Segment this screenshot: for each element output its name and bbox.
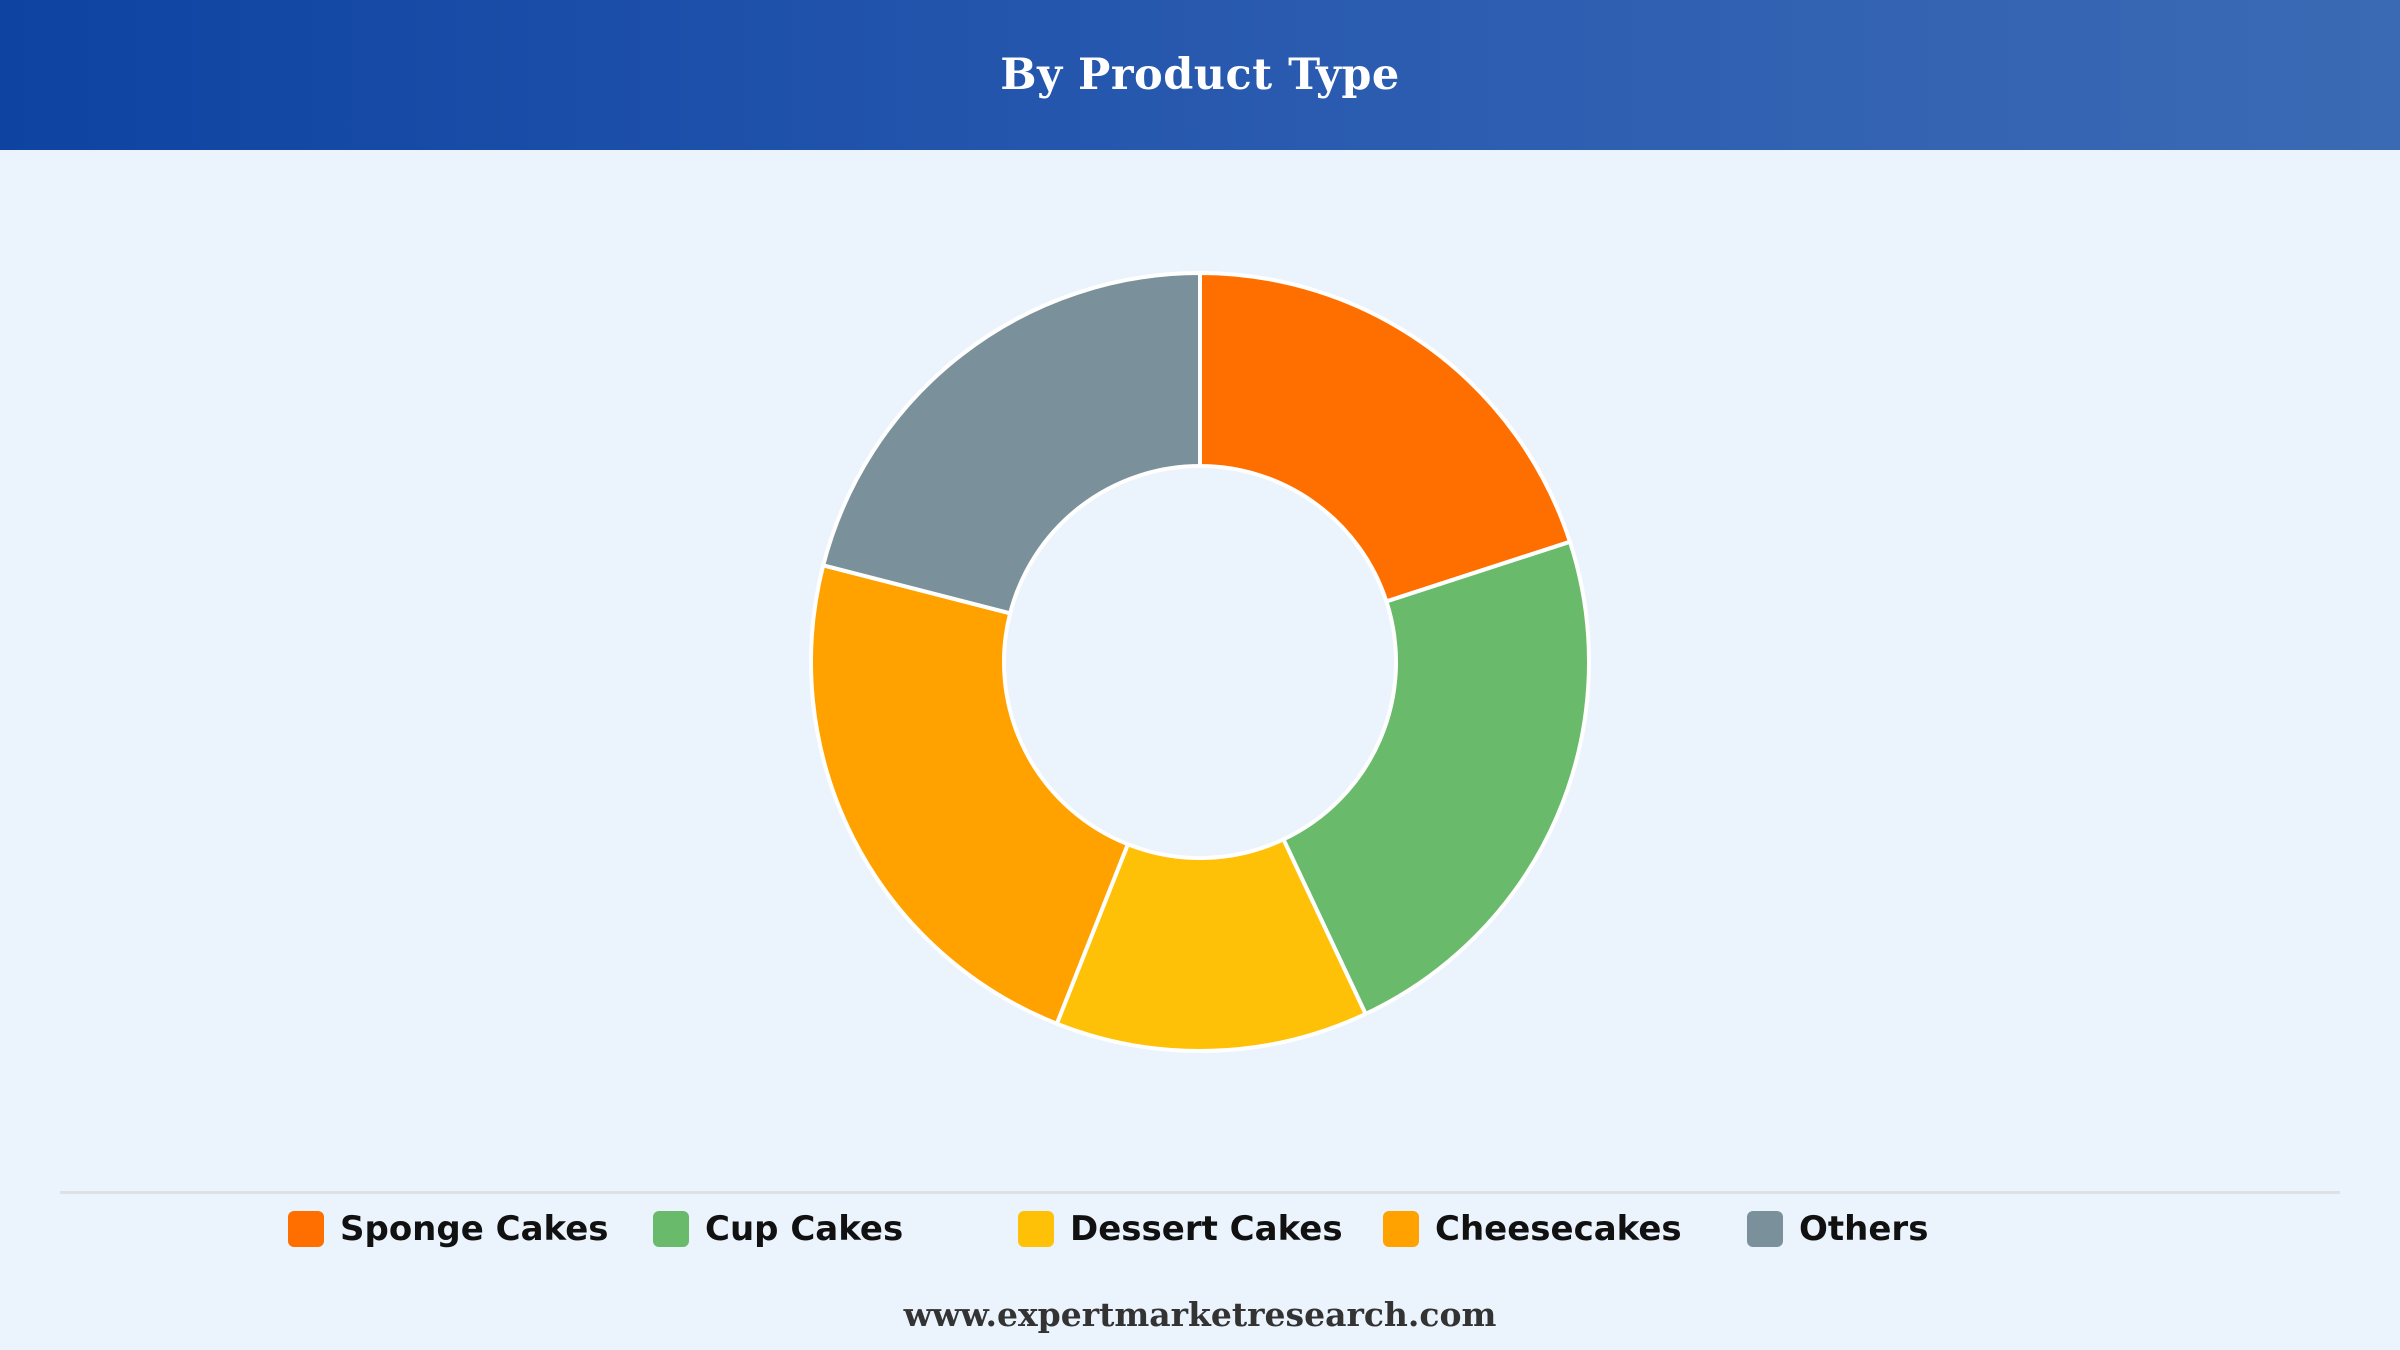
donut-slice-dessert-cakes[interactable] — [1054, 837, 1368, 1053]
donut-slice-cheesecakes[interactable] — [809, 563, 1130, 1026]
donut-slice-others[interactable] — [821, 271, 1202, 616]
donut-slice-cup-cakes[interactable] — [1281, 539, 1591, 1016]
legend-swatch-dessert-cakes — [1018, 1211, 1054, 1247]
legend-divider — [60, 1191, 2340, 1194]
legend-swatch-cheesecakes — [1383, 1211, 1419, 1247]
chart-title: By Product Type — [1000, 50, 1400, 100]
header-banner: By Product Type — [0, 0, 2400, 150]
legend-label-cheesecakes: Cheesecakes — [1435, 1209, 1682, 1249]
donut-chart — [809, 271, 1591, 1053]
footer-website: www.expertmarketresearch.com — [903, 1295, 1497, 1334]
legend-label-others: Others — [1799, 1209, 1929, 1249]
donut-slice-sponge-cakes[interactable] — [1198, 271, 1572, 604]
legend-label-sponge-cakes: Sponge Cakes — [340, 1209, 609, 1249]
legend-swatch-others — [1747, 1211, 1783, 1247]
legend-label-cup-cakes: Cup Cakes — [705, 1209, 904, 1249]
legend-label-dessert-cakes: Dessert Cakes — [1070, 1209, 1343, 1249]
legend-item-cup-cakes[interactable]: Cup Cakes — [653, 1209, 903, 1249]
legend-item-sponge-cakes[interactable]: Sponge Cakes — [288, 1209, 609, 1249]
legend-item-others[interactable]: Others — [1747, 1209, 1928, 1249]
legend-swatch-sponge-cakes — [288, 1211, 324, 1247]
legend-swatch-cup-cakes — [653, 1211, 689, 1247]
legend-item-dessert-cakes[interactable]: Dessert Cakes — [1018, 1209, 1343, 1249]
legend-item-cheesecakes[interactable]: Cheesecakes — [1383, 1209, 1682, 1249]
